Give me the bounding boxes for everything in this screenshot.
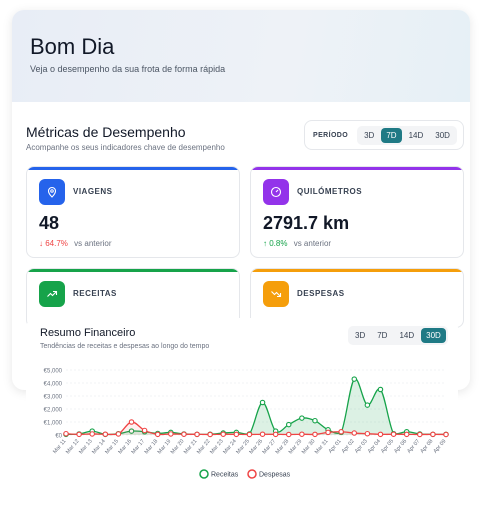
arrow-up-icon: ↑ — [263, 239, 267, 248]
metric-change: ↑ 0.8% vs anterior — [263, 239, 331, 248]
trend-up-icon — [39, 281, 65, 307]
metric-card-viagens[interactable]: VIAGENS 48 ↓ 64.7% vs anterior — [26, 166, 240, 258]
metric-label: RECEITAS — [73, 289, 117, 298]
greeting-banner: Bom Dia Veja o desempenho da sua frota d… — [12, 10, 470, 102]
metric-label: DESPESAS — [297, 289, 345, 298]
map-pin-icon — [39, 179, 65, 205]
financial-7d-button[interactable]: 7D — [377, 331, 388, 340]
gauge-icon — [263, 179, 289, 205]
metric-value: 48 — [39, 213, 60, 233]
metric-value: 2791.7 km — [263, 213, 350, 233]
card-accent-bar — [27, 269, 239, 272]
metrics-title: Métricas de Desempenho — [26, 124, 186, 140]
financial-3d-button[interactable]: 3D — [355, 331, 366, 340]
financial-30d-button[interactable]: 30D — [421, 328, 446, 343]
dashboard-card: Bom Dia Veja o desempenho da sua frota d… — [12, 10, 470, 390]
change-caption: vs anterior — [74, 239, 112, 248]
card-accent-bar — [251, 167, 463, 170]
change-caption: vs anterior — [293, 239, 332, 248]
period-segmented-control: 3D 7D 14D 30D — [357, 125, 457, 145]
financial-title: Resumo Financeiro — [40, 327, 136, 339]
period-label: PERÍODO — [313, 131, 349, 139]
greeting-title: Bom Dia — [30, 34, 115, 59]
financial-summary-panel: Resumo Financeiro Tendências de receitas… — [26, 318, 458, 478]
metric-label: VIAGENS — [73, 187, 113, 196]
financial-period-control: 3D 7D 14D 30D — [348, 326, 448, 345]
financial-subtitle: Tendências de receitas e despesas ao lon… — [40, 343, 210, 350]
period-3d-button[interactable]: 3D — [364, 130, 375, 140]
period-7d-button[interactable]: 7D — [381, 127, 402, 143]
metric-label: QUILÓMETROS — [297, 187, 363, 196]
period-30d-button[interactable]: 30D — [435, 130, 450, 140]
change-value: 0.8% — [269, 239, 288, 248]
metric-card-quilometros[interactable]: QUILÓMETROS 2791.7 km ↑ 0.8% vs anterior — [250, 166, 464, 258]
arrow-down-icon: ↓ — [39, 239, 43, 248]
period-14d-button[interactable]: 14D — [408, 130, 424, 140]
greeting-subtitle: Veja o desempenho da sua frota de forma … — [30, 64, 226, 74]
financial-14d-button[interactable]: 14D — [399, 331, 415, 340]
metric-change: ↓ 64.7% vs anterior — [39, 239, 112, 248]
period-selector: PERÍODO 3D 7D 14D 30D — [304, 120, 464, 150]
trend-down-icon — [263, 281, 289, 307]
metrics-subtitle: Acompanhe os seus indicadores chave de d… — [26, 143, 225, 152]
change-value: 64.7% — [45, 239, 68, 248]
card-accent-bar — [27, 167, 239, 170]
card-accent-bar — [251, 269, 463, 272]
